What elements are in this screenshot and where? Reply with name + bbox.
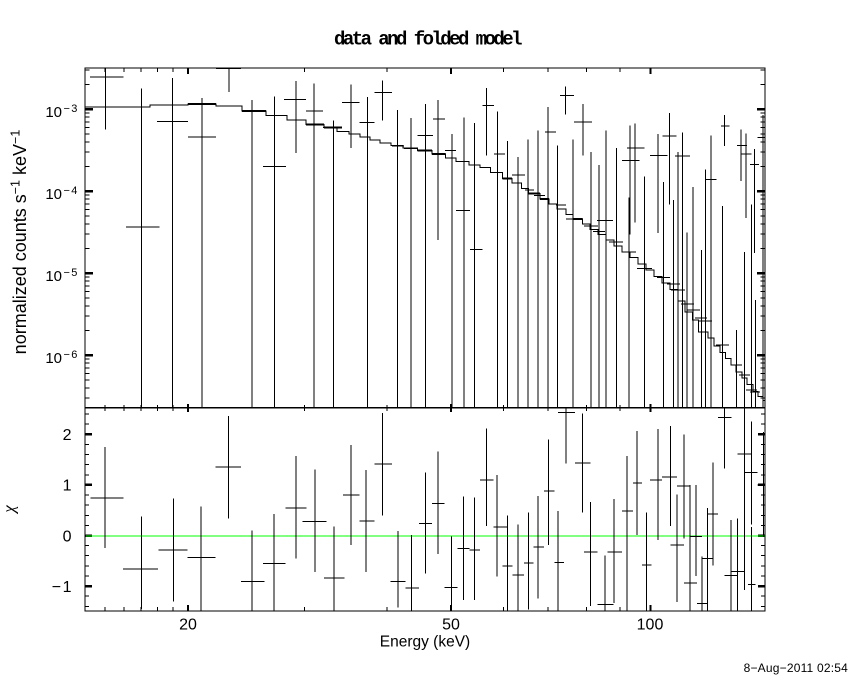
svg-text:20: 20 [179,617,197,634]
svg-text:0: 0 [63,528,73,545]
svg-text:2: 2 [63,427,73,444]
svg-text:−6: −6 [64,349,79,361]
svg-text:−3: −3 [64,103,79,115]
svg-text:8−Aug−2011 02:54: 8−Aug−2011 02:54 [744,661,849,675]
svg-text:1: 1 [63,478,73,495]
svg-text:χ: χ [0,505,19,515]
svg-text:Energy (keV): Energy (keV) [380,634,470,651]
svg-text:100: 100 [637,617,664,634]
svg-text:50: 50 [442,617,460,634]
svg-text:10: 10 [45,350,62,367]
svg-text:−4: −4 [64,185,79,197]
svg-text:10: 10 [45,186,62,203]
svg-text:−1: −1 [52,579,73,596]
svg-text:10: 10 [45,104,62,121]
svg-text:10: 10 [45,268,62,285]
svg-text:normalized counts s−1 keV−1: normalized counts s−1 keV−1 [9,130,31,355]
svg-text:data and folded model: data and folded model [334,29,522,51]
svg-text:−5: −5 [64,267,79,279]
